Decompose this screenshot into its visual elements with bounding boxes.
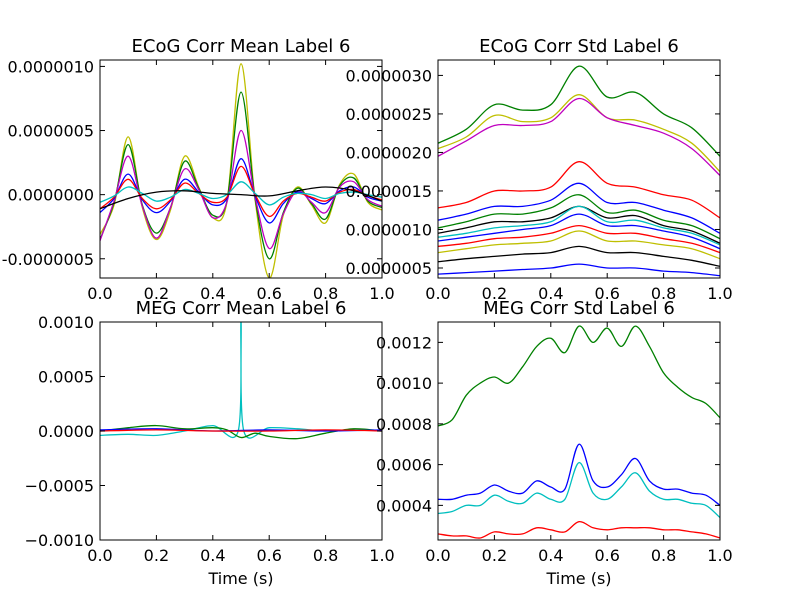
x-tick-label: 0.2	[482, 284, 507, 303]
x-tick-label: 0.8	[313, 546, 338, 565]
x-tick-label: 1.0	[707, 546, 732, 565]
y-tick-label: 0.0000005	[345, 259, 432, 278]
chart-title: ECoG Corr Std Label 6	[479, 36, 679, 57]
axes-frame	[437, 321, 721, 541]
series-line-10	[438, 224, 720, 254]
x-tick-label: 0.6	[256, 284, 281, 303]
x-tick-label: 1.0	[369, 546, 394, 565]
axes-frame	[99, 59, 383, 279]
y-tick-label: 0.0000	[38, 422, 94, 441]
series-line-4	[438, 161, 720, 219]
y-tick-label: 0.0008	[376, 415, 432, 434]
subplot-1: 0.0 0.2 0.4 0.6 0.8 1.0 0.0000010 0.0000005 0.00…	[2, 36, 395, 303]
subplot-2: 0.0 0.2 0.4 0.6 0.8 1.0 0.0000030 0.0000025 0.00…	[345, 36, 732, 303]
axes-frame	[437, 59, 721, 279]
series-line-1	[438, 325, 720, 427]
x-tick-label: 0.2	[144, 284, 169, 303]
series-line-1	[100, 63, 382, 278]
x-tick-label: 0.8	[651, 284, 676, 303]
x-tick-label: 1.0	[369, 284, 394, 303]
y-tick-label: 0.0000025	[345, 105, 432, 124]
x-axis-label: Time (s)	[545, 569, 611, 588]
series-line-4	[100, 429, 382, 432]
x-tick-label: 0.4	[200, 546, 225, 565]
chart-title: MEG Corr Mean Label 6	[136, 298, 347, 319]
x-tick-label: 0.0	[87, 546, 112, 565]
y-tick-label: −0.0010	[25, 531, 94, 550]
x-tick-label: 0.4	[200, 284, 225, 303]
y-tick-label: 0.0010	[38, 313, 94, 332]
series-group	[438, 325, 720, 539]
series-line-6	[438, 194, 720, 240]
subplot-3: 0.0 0.2 0.4 0.6 0.8 1.0 0.0010 0.0005 0.0000 −0.0…	[25, 298, 395, 588]
x-tick-label: 0.6	[256, 546, 281, 565]
series-group	[438, 65, 720, 277]
series-line-7	[100, 186, 382, 210]
series-line-6	[100, 181, 382, 206]
x-tick-label: 0.2	[482, 546, 507, 565]
y-tick-label: 0.0000000	[7, 186, 94, 205]
series-line-2	[438, 94, 720, 173]
series-line-9	[438, 213, 720, 250]
series-line-4	[438, 521, 720, 539]
chart-title: MEG Corr Std Label 6	[483, 298, 675, 319]
x-tick-label: 0.0	[425, 546, 450, 565]
series-line-2	[100, 424, 382, 440]
y-tick-label: 0.0000030	[345, 66, 432, 85]
series-line-3	[438, 461, 720, 519]
series-line-2	[438, 443, 720, 506]
series-line-1	[438, 65, 720, 157]
x-tick-label: 0.8	[313, 284, 338, 303]
y-tick-label: 0.0000015	[345, 182, 432, 201]
series-group	[100, 322, 382, 440]
x-tick-label: 1.0	[707, 284, 732, 303]
y-tick-label: 0.0006	[376, 456, 432, 475]
y-tick-label: 0.0010	[376, 374, 432, 393]
series-line-13	[438, 263, 720, 277]
x-tick-label: 0.4	[538, 546, 563, 565]
x-tick-label: 0.4	[538, 284, 563, 303]
x-tick-label: 0.6	[594, 284, 619, 303]
series-group	[100, 63, 382, 278]
x-tick-label: 0.6	[594, 546, 619, 565]
y-tick-label: −0.0005	[25, 477, 94, 496]
x-tick-label: 0.2	[144, 546, 169, 565]
y-tick-label: 0.0000005	[7, 122, 94, 141]
series-line-3	[438, 97, 720, 176]
x-axis-label: Time (s)	[207, 569, 273, 588]
y-tick-label: 0.0004	[376, 496, 432, 515]
x-tick-label: 0.0	[87, 284, 112, 303]
series-line-8	[438, 205, 720, 246]
y-tick-label: 0.0000010	[345, 220, 432, 239]
y-tick-label: 0.0012	[376, 333, 432, 352]
y-tick-label: 0.0000020	[345, 143, 432, 162]
x-tick-label: 0.0	[425, 284, 450, 303]
series-line-5	[438, 182, 720, 234]
y-tick-label: 0.0000010	[7, 57, 94, 76]
y-tick-label: 0.0005	[38, 368, 94, 387]
series-line-11	[438, 230, 720, 260]
series-line-12	[438, 245, 720, 268]
y-tick-label: -0.0000005	[2, 250, 94, 269]
x-tick-label: 0.8	[651, 546, 676, 565]
chart-title: ECoG Corr Mean Label 6	[132, 36, 351, 57]
subplot-4: 0.0 0.2 0.4 0.6 0.8 1.0 0.0012 0.0010 0.0008 0.00…	[376, 298, 733, 588]
